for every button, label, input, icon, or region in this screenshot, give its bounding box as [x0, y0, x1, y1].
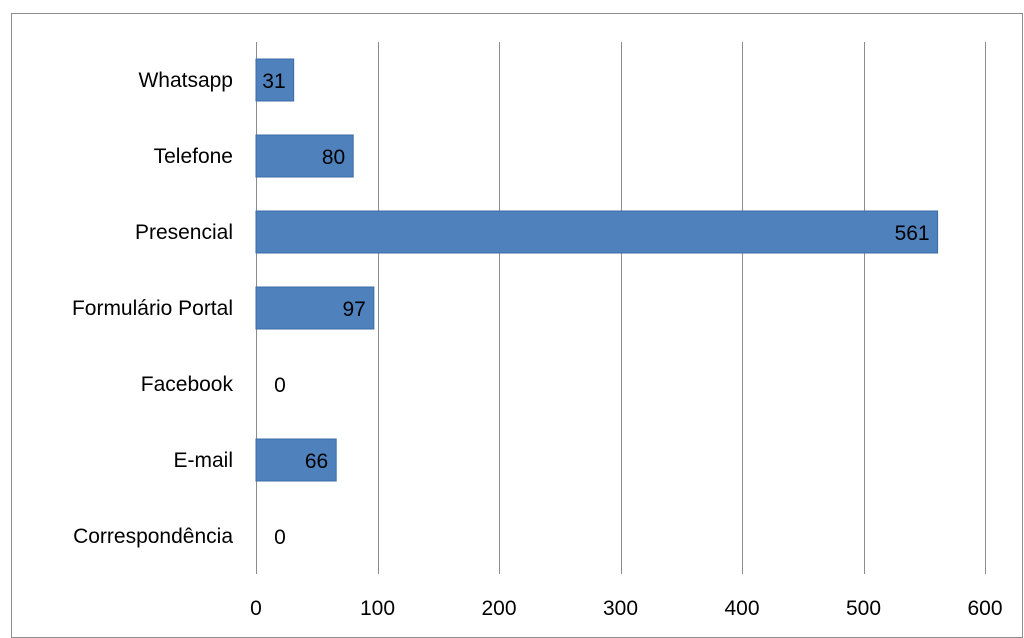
category-label-e-mail: E-mail [173, 449, 233, 472]
category-label-facebook: Facebook [141, 373, 234, 396]
category-label-formulario-portal: Formulário Portal [72, 297, 233, 320]
data-label-whatsapp: 31 [262, 70, 285, 93]
x-tick-label-300: 300 [603, 597, 638, 620]
bars [255, 58, 939, 482]
bar-e-mail [255, 438, 337, 482]
bar-presencial [255, 210, 939, 254]
data-label-telefone: 80 [322, 146, 345, 169]
category-label-whatsapp: Whatsapp [138, 69, 233, 92]
x-tick-label-400: 400 [724, 597, 759, 620]
x-tick-label-100: 100 [360, 597, 395, 620]
data-label-facebook: 0 [274, 374, 286, 397]
category-label-correspondencia: Correspondência [73, 525, 233, 548]
bar-telefone [255, 134, 354, 178]
category-label-presencial: Presencial [135, 221, 233, 244]
labels: 0 100 200 300 400 500 600 Whatsapp 31 Telefone 80 P… [72, 69, 1003, 620]
x-tick-label-600: 600 [967, 597, 1002, 620]
category-label-telefone: Telefone [154, 145, 233, 168]
data-label-e-mail: 66 [305, 450, 328, 473]
data-label-presencial: 561 [895, 222, 930, 245]
x-tick-label-500: 500 [846, 597, 881, 620]
data-label-correspondencia: 0 [274, 526, 286, 549]
x-tick-label-0: 0 [250, 597, 262, 620]
bar-formulario-portal [255, 286, 375, 330]
data-label-formulario-portal: 97 [342, 298, 365, 321]
x-tick-label-200: 200 [481, 597, 516, 620]
bar-whatsapp [255, 58, 295, 102]
